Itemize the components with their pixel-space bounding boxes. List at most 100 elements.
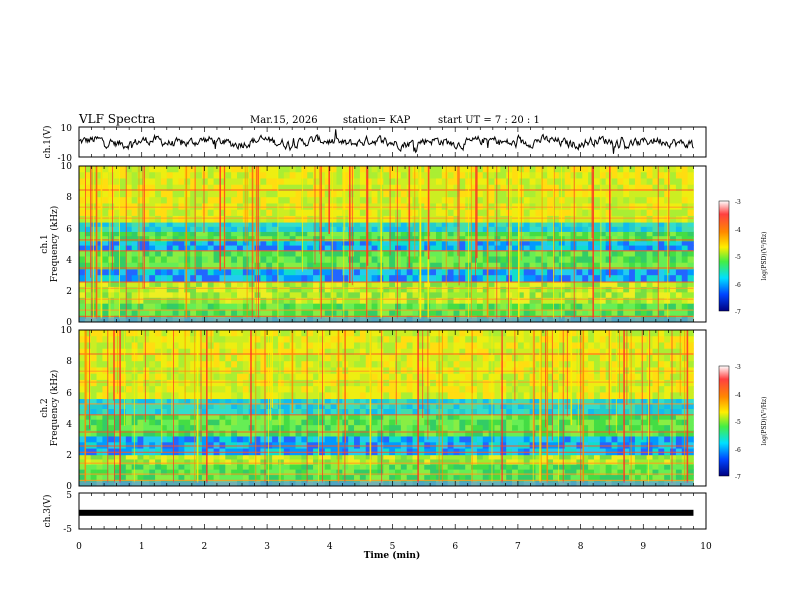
spectrogram-cell bbox=[652, 240, 659, 246]
spectrogram-cell bbox=[277, 184, 285, 192]
spectrogram-cell bbox=[476, 275, 484, 282]
spectrogram-cell bbox=[435, 166, 443, 173]
spectrogram-cell bbox=[160, 425, 168, 432]
spectrogram-cell bbox=[207, 436, 214, 443]
spectrogram-cell bbox=[213, 459, 220, 465]
spectrogram-cell bbox=[172, 256, 179, 264]
spectrogram-cell bbox=[623, 236, 630, 242]
spectrogram-cell bbox=[231, 226, 238, 232]
spectrogram-cell bbox=[102, 222, 109, 228]
spectrogram-cell bbox=[389, 240, 396, 246]
spectrogram-cell bbox=[576, 197, 583, 204]
spectrogram-cell bbox=[471, 403, 478, 410]
spectrogram-cell bbox=[629, 303, 636, 310]
spectrogram-cell bbox=[248, 454, 255, 460]
spectrogram-cell bbox=[430, 303, 437, 310]
spectrogram-cell bbox=[131, 469, 138, 476]
spectrogram-cell bbox=[114, 226, 121, 232]
spectrogram-cell bbox=[301, 256, 308, 264]
spectrogram-cell bbox=[435, 240, 443, 246]
spectrogram-cell bbox=[418, 281, 425, 288]
spectrogram-cell bbox=[418, 231, 425, 237]
spectrogram-cell bbox=[125, 419, 133, 426]
spectrogram-cell bbox=[277, 292, 285, 299]
spectrogram-cell bbox=[196, 190, 203, 198]
spectrogram-cell bbox=[634, 469, 642, 476]
spectrogram-cell bbox=[553, 419, 560, 426]
spectrogram-cell bbox=[599, 286, 607, 293]
spectrogram-cell bbox=[254, 190, 261, 198]
spectrogram-cell bbox=[541, 303, 548, 310]
spectrogram-cell bbox=[125, 215, 133, 223]
spectrogram-cell bbox=[313, 464, 320, 471]
spectrogram-cell bbox=[576, 275, 583, 282]
spectrogram-cell bbox=[260, 240, 267, 246]
spectrogram-cell bbox=[441, 297, 449, 304]
spectrogram-cell bbox=[289, 222, 296, 228]
spectrogram-cell bbox=[605, 262, 612, 270]
spectrogram-cell bbox=[617, 303, 624, 310]
spectrogram-cell bbox=[400, 303, 408, 310]
spectrogram-cell bbox=[687, 297, 694, 304]
spectrogram-cell bbox=[213, 469, 220, 476]
spectrogram-cell bbox=[611, 464, 618, 471]
spectrogram-cell bbox=[307, 398, 314, 405]
spectrogram-cell bbox=[295, 454, 302, 460]
spectrogram-cell bbox=[225, 262, 232, 270]
spectrogram-cell bbox=[541, 166, 548, 173]
spectrogram-cell bbox=[453, 275, 460, 282]
spectrogram-cell bbox=[336, 268, 343, 276]
spectrogram-cell bbox=[283, 297, 291, 304]
spectrogram-cell bbox=[634, 459, 642, 465]
spectrogram-cell bbox=[576, 286, 583, 293]
spectrogram-cell bbox=[324, 250, 332, 257]
spectrogram-cell bbox=[330, 425, 337, 432]
spectrogram-cell bbox=[125, 464, 133, 471]
spectrogram-cell bbox=[359, 419, 367, 426]
spectrogram-cell bbox=[307, 464, 314, 471]
spectrogram-cell bbox=[160, 409, 168, 415]
spectrogram-cell bbox=[365, 215, 372, 223]
spectrogram-cell bbox=[301, 281, 308, 288]
spectrogram-cell bbox=[453, 419, 460, 426]
spectrogram-cell bbox=[155, 172, 162, 179]
spectrogram-cell bbox=[313, 236, 320, 242]
spectrogram-cell bbox=[114, 197, 121, 204]
spectrogram-cell bbox=[617, 292, 624, 299]
spectrogram-cell bbox=[512, 292, 519, 299]
ch1-ytick-2: 2 bbox=[66, 287, 72, 297]
spectrogram-cell bbox=[354, 309, 361, 317]
spectrogram-cell bbox=[295, 303, 302, 310]
spectrogram-cell bbox=[131, 166, 138, 173]
spectrogram-cell bbox=[155, 392, 162, 400]
spectrogram-cell bbox=[687, 231, 694, 237]
spectrogram-cell bbox=[207, 222, 214, 228]
spectrogram-cell bbox=[166, 292, 174, 299]
spectrogram-cell bbox=[512, 309, 519, 317]
spectrogram-cell bbox=[114, 475, 121, 481]
spectrogram-cell bbox=[207, 398, 214, 405]
spectrogram-cell bbox=[471, 209, 478, 217]
spectrogram-cell bbox=[336, 250, 343, 257]
spectrogram-cell bbox=[646, 226, 653, 232]
spectrogram-cell bbox=[201, 268, 209, 276]
spectrogram-cell bbox=[541, 275, 548, 282]
spectrogram-cell bbox=[664, 250, 671, 257]
spectrogram-cell bbox=[96, 275, 103, 282]
spectrogram-cell bbox=[558, 275, 566, 282]
spectrogram-cell bbox=[558, 209, 566, 217]
spectrogram-cell bbox=[237, 231, 244, 237]
spectrogram-cell bbox=[365, 226, 372, 232]
spectrogram-cell bbox=[283, 281, 291, 288]
spectrogram-cell bbox=[482, 268, 490, 276]
spectrogram-cell bbox=[96, 379, 103, 387]
spectrogram-cell bbox=[395, 236, 402, 242]
spectrogram-cell bbox=[646, 240, 653, 246]
spectrogram-cell bbox=[582, 231, 589, 237]
spectrogram-cell bbox=[389, 231, 396, 237]
spectrogram-cell bbox=[277, 425, 285, 432]
spectrogram-sferic bbox=[224, 166, 226, 284]
spectrogram-cell bbox=[359, 236, 367, 242]
spectrogram-sferic bbox=[331, 166, 333, 319]
spectrogram-cell bbox=[272, 409, 279, 415]
